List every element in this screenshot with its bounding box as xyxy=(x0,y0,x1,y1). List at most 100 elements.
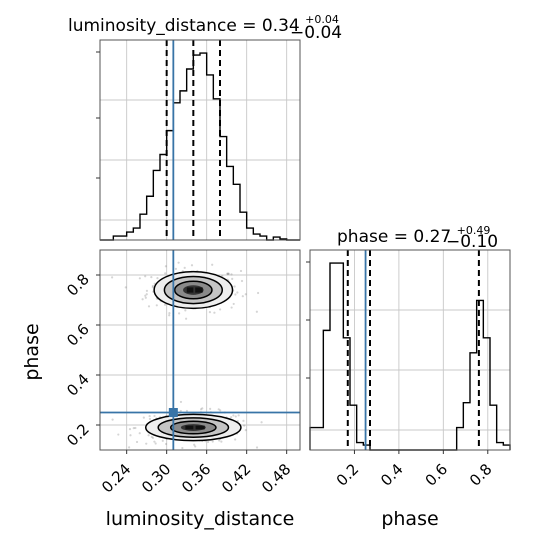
contour-1-2 xyxy=(169,420,217,435)
scatter-point xyxy=(232,302,235,306)
frame-main xyxy=(99,249,301,451)
contour-1-0 xyxy=(144,413,242,442)
scatter-point xyxy=(220,440,223,443)
scatter-point xyxy=(144,275,147,278)
ytick-label-left-2: 0.6 xyxy=(63,320,93,350)
scatter-point xyxy=(164,272,167,275)
xtick-label-right-1: 0.4 xyxy=(377,460,407,490)
scatter-point xyxy=(117,433,120,436)
scatter-point xyxy=(200,408,203,411)
scatter-point xyxy=(230,273,233,276)
xtick-label-left-0: 0.24 xyxy=(98,460,134,496)
scatter-point xyxy=(255,446,259,449)
scatter-point xyxy=(239,269,243,273)
scatter-point xyxy=(148,414,151,418)
scatter-point xyxy=(260,421,263,424)
scatter-point xyxy=(161,439,164,442)
xtick-label-left-1: 0.30 xyxy=(138,460,174,496)
xtick-label-right-3: 0.8 xyxy=(466,460,496,490)
scatter-point xyxy=(183,266,186,269)
scatter-point xyxy=(164,442,168,446)
scatter-point xyxy=(255,310,258,313)
title-luminosity_distance: luminosity_distance = 0.34 +0.04 xyxy=(68,13,339,36)
title-luminosity_distance-sub: −0.04 xyxy=(290,23,342,43)
contour-0-0 xyxy=(153,270,234,310)
scatter-point xyxy=(217,408,220,411)
density-phase-vs-luminosity_distance xyxy=(99,249,301,451)
scatter-point xyxy=(226,272,229,276)
title-phase: phase = 0.27 +0.49 xyxy=(337,224,490,247)
truth-marker xyxy=(168,408,178,417)
scatter-point xyxy=(150,435,153,438)
ytick-label-left-0: 0.2 xyxy=(63,420,93,450)
scatter-point xyxy=(219,409,222,412)
scatter-point xyxy=(218,439,221,442)
scatter-point xyxy=(211,263,214,266)
scatter-point xyxy=(234,415,237,418)
scatter-point xyxy=(147,305,151,308)
scatter-point xyxy=(201,407,204,410)
scatter-point xyxy=(128,428,132,431)
scatter-point xyxy=(148,417,152,421)
scatter-point xyxy=(128,446,131,449)
scatter-point xyxy=(129,434,132,437)
contour-1-1 xyxy=(157,417,230,438)
scatter-point xyxy=(144,294,147,297)
histogram-step-luminosity_distance xyxy=(100,52,300,241)
density-core-1-b xyxy=(195,425,205,430)
density-plot-area xyxy=(100,250,300,450)
scatter-point xyxy=(150,276,153,279)
scatter-point xyxy=(153,440,156,443)
scatter-point xyxy=(138,277,141,280)
scatter-point xyxy=(208,310,212,314)
scatter-point xyxy=(153,414,156,418)
scatter-point xyxy=(111,418,114,421)
scatter-point xyxy=(134,426,137,430)
scatter-point xyxy=(240,279,244,283)
scatter-point xyxy=(185,317,188,320)
title-luminosity_distance-main: luminosity_distance = 0.34 xyxy=(68,16,300,36)
scatter-point xyxy=(163,303,167,306)
scatter-point xyxy=(185,409,189,413)
scatter-point xyxy=(241,295,244,298)
scatter-point xyxy=(155,304,158,307)
axis-ticks: 0.24 0.30 0.36 0.42 0.48 0.2 0.4 0.6 0.8 0.2 0.4 0.… xyxy=(63,270,495,496)
y-axis-label-phase: phase xyxy=(21,323,43,380)
scatter-point xyxy=(141,298,144,301)
title-luminosity_distance-sup: +0.04 xyxy=(305,13,339,26)
scatter-point xyxy=(168,314,171,317)
scatter-point xyxy=(230,306,233,309)
scatter-point xyxy=(233,285,236,288)
x-axis-label-phase: phase xyxy=(381,508,438,530)
scatter-point xyxy=(226,272,229,275)
density-core-0-b xyxy=(195,287,203,293)
xtick-label-left-2: 0.36 xyxy=(178,460,214,496)
density-core-0-a xyxy=(186,287,194,293)
title-phase-sub: −0.10 xyxy=(446,232,498,252)
scatter-point xyxy=(194,445,197,448)
histogram-step-phase xyxy=(309,262,511,451)
scatter-point xyxy=(142,416,145,419)
scatter-point xyxy=(151,436,155,440)
scatter-point xyxy=(138,432,141,435)
scatter-point xyxy=(164,265,167,268)
scatter-point xyxy=(184,309,187,312)
scatter-point xyxy=(193,443,196,446)
scatter-point xyxy=(135,440,139,444)
scatter-point xyxy=(256,291,260,295)
frame-right xyxy=(309,249,511,451)
scatter-point xyxy=(168,312,171,315)
scatter-point xyxy=(132,427,135,430)
xtick-label-right-0: 0.2 xyxy=(333,460,363,490)
xtick-label-left-4: 0.48 xyxy=(258,460,294,496)
contour-0-1 xyxy=(163,275,224,305)
title-phase-main: phase = 0.27 xyxy=(337,227,451,247)
scatter-point xyxy=(219,308,222,311)
scatter-point xyxy=(213,311,216,314)
scatter-point xyxy=(145,289,149,292)
scatter-point xyxy=(181,446,184,450)
scatter-point xyxy=(179,409,182,413)
xtick-label-right-2: 0.6 xyxy=(422,460,452,490)
scatter-point xyxy=(227,272,230,275)
